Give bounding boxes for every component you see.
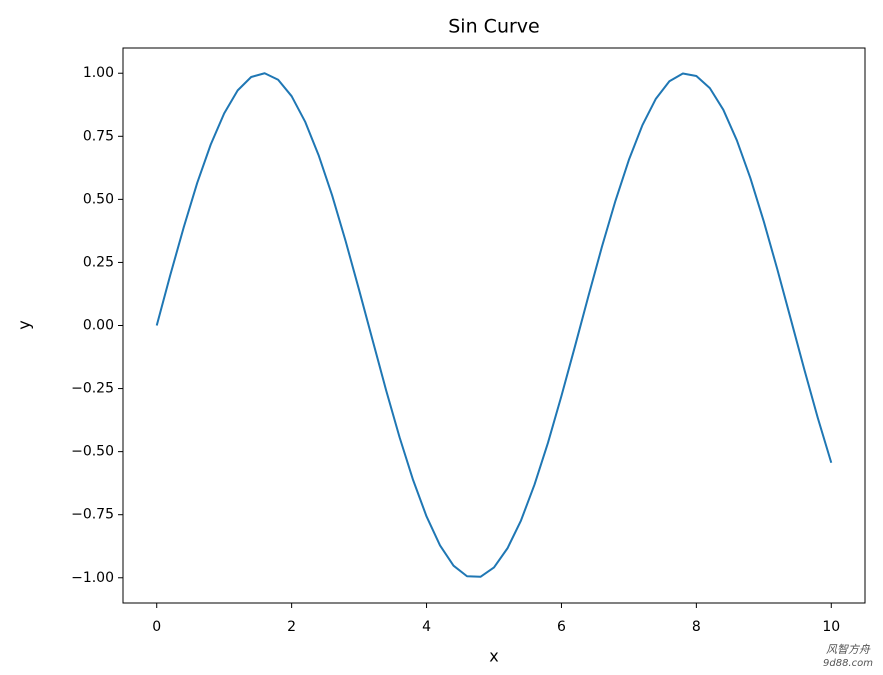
y-tick-label: −0.25: [71, 381, 114, 397]
line-series: [155, 72, 833, 578]
x-tick-label: 0: [152, 619, 161, 635]
plot-frame: [122, 47, 866, 604]
y-tick-label: −1.00: [71, 570, 114, 586]
y-tick-label: 1.00: [83, 65, 114, 81]
x-tick-label: 2: [287, 619, 296, 635]
x-axis-label: x: [489, 647, 498, 666]
x-tick-label: 4: [422, 619, 431, 635]
y-tick-label: 0.50: [83, 191, 114, 207]
y-axis-label: y: [15, 320, 34, 329]
y-tick-label: 0.00: [83, 318, 114, 334]
y-tick-label: 0.75: [83, 128, 114, 144]
y-tick-label: −0.50: [71, 444, 114, 460]
watermark: 风智方舟: [826, 643, 871, 656]
chart-title: Sin Curve: [448, 16, 539, 38]
y-tick-label: −0.75: [71, 507, 114, 523]
x-tick-label: 6: [557, 619, 566, 635]
x-tick-label: 10: [822, 619, 840, 635]
y-tick-label: 0.25: [83, 254, 114, 270]
watermark: 9d88.com: [823, 658, 873, 669]
x-tick-label: 8: [692, 619, 701, 635]
